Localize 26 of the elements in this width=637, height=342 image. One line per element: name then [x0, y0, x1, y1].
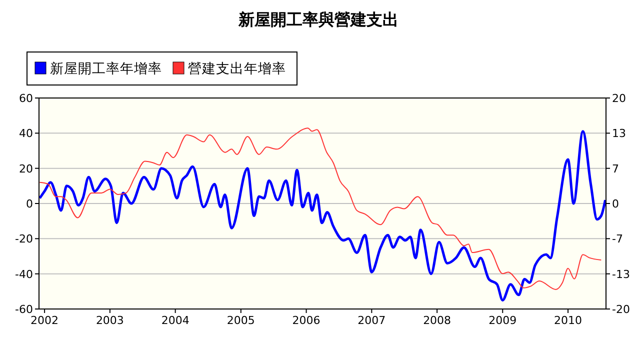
x-tick-label: 2004: [161, 314, 190, 327]
y2-tick-label: 0: [612, 198, 619, 210]
x-tick-label: 2002: [30, 314, 59, 327]
y-tick-label: 60: [19, 92, 33, 105]
y2-tick-label: -20: [612, 303, 630, 316]
y-tick-label: 40: [19, 127, 33, 140]
x-tick-label: 2009: [488, 314, 517, 327]
legend-label: 新屋開工率年增率: [50, 61, 162, 77]
legend-label: 營建支出年增率: [188, 61, 286, 77]
x-tick-label: 2003: [96, 314, 124, 327]
y2-tick-label: 7: [612, 162, 619, 176]
x-tick-label: 2008: [423, 314, 452, 327]
x-tick-label: 2010: [554, 314, 582, 327]
y-tick-label: -60: [15, 303, 33, 316]
y2-tick-label: -13: [612, 268, 630, 281]
y-tick-label: -20: [15, 232, 33, 246]
x-tick-label: 2005: [226, 314, 255, 327]
y2-tick-label: 13: [612, 127, 626, 140]
x-tick-label: 2006: [292, 314, 320, 327]
y-tick-label: -40: [15, 268, 33, 281]
y-tick-label: 20: [19, 162, 33, 176]
y2-tick-label: 20: [612, 92, 626, 105]
chart-title: 新屋開工率與營建支出: [238, 10, 398, 29]
x-tick-label: 2007: [358, 314, 386, 327]
y2-tick-label: -7: [612, 232, 623, 246]
y-tick-label: 0: [26, 198, 33, 210]
